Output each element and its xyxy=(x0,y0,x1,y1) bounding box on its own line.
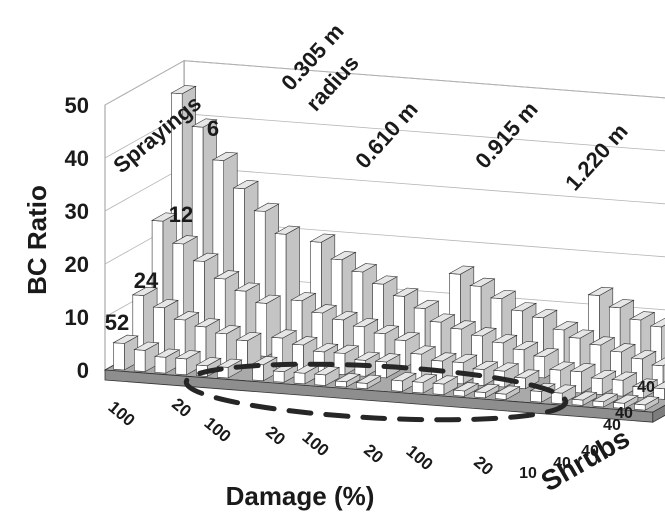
bar-front xyxy=(134,350,145,372)
bar-front xyxy=(294,373,305,384)
y-tick-label: 0 xyxy=(77,358,89,383)
bar-front xyxy=(531,391,542,403)
damage-tick-label: 100 xyxy=(299,427,333,460)
sprayings-value: 52 xyxy=(105,310,129,335)
sprayings-value: 12 xyxy=(169,202,193,227)
damage-tick-label: 20 xyxy=(470,452,497,479)
bar-front xyxy=(551,392,562,404)
bar-front xyxy=(412,382,423,394)
radius-label: 1.220 m xyxy=(560,119,633,196)
damage-tick-label: 20 xyxy=(360,440,387,467)
damage-tick-label: 20 xyxy=(168,394,195,421)
y-tick-label: 30 xyxy=(65,199,89,224)
y-tick-label: 40 xyxy=(65,146,89,171)
bar-front xyxy=(176,358,187,375)
damage-tick-label: 100 xyxy=(105,397,139,430)
shrub-tick-label: 40 xyxy=(637,379,655,396)
y-tick-label: 20 xyxy=(65,252,89,277)
z-axis-title: Shrubs xyxy=(536,422,635,497)
bar-front xyxy=(114,343,125,370)
bar-front xyxy=(315,374,326,385)
shrub-tick-label: 10 xyxy=(519,465,537,482)
x-axis-title: Damage (%) xyxy=(226,481,375,511)
shrub-tick-label: 40 xyxy=(615,405,633,422)
bar-front xyxy=(273,371,284,382)
radius-label: 0.915 m xyxy=(470,97,543,174)
y-tick-label: 10 xyxy=(65,305,89,330)
radius-label: 0.610 m xyxy=(350,97,423,174)
damage-tick-label: 100 xyxy=(201,413,235,446)
bar-front xyxy=(155,357,166,374)
damage-tick-label: 20 xyxy=(262,422,289,449)
damage-tick-label: 100 xyxy=(403,441,437,474)
y-axis-title: BC Ratio xyxy=(22,185,52,295)
sprayings-value: 6 xyxy=(207,116,219,141)
bar-front xyxy=(433,383,444,395)
bar-front xyxy=(392,380,403,392)
sprayings-value: 24 xyxy=(134,268,159,293)
y-tick-label: 50 xyxy=(65,93,89,118)
